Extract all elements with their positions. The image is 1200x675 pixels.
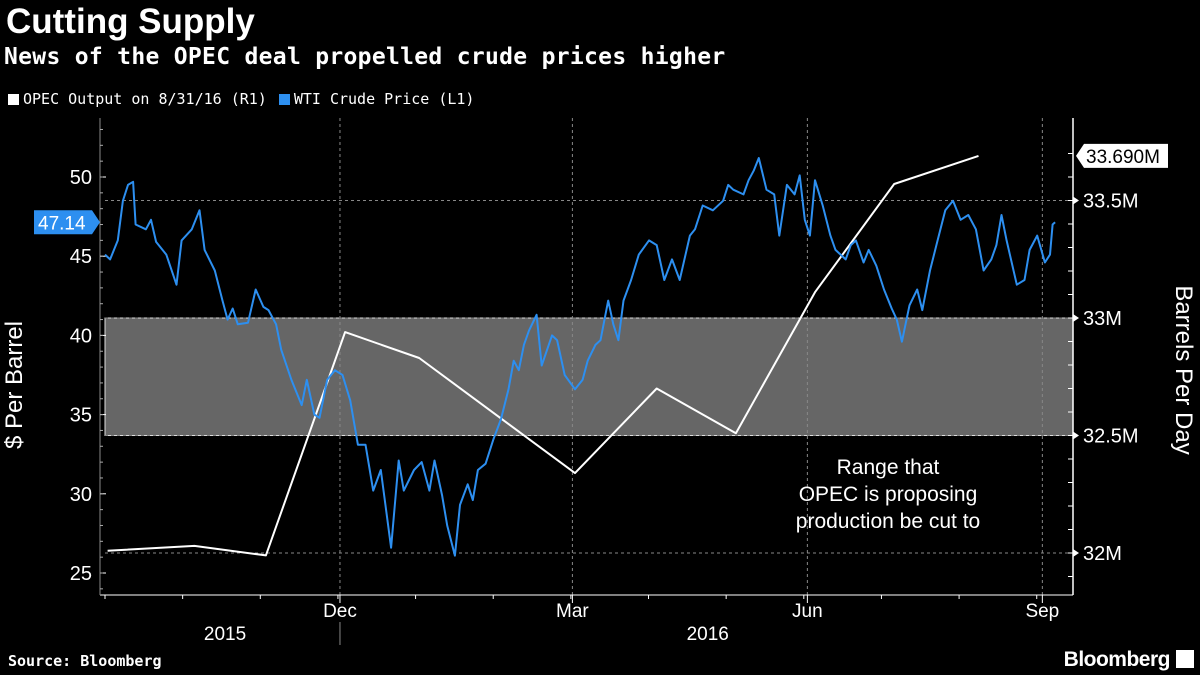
wti-last-value-tag	[34, 210, 100, 235]
legend-label-opec: OPEC Output on 8/31/16 (R1)	[23, 90, 267, 108]
left-tick-label: 50	[70, 167, 92, 189]
band-annotation-line: OPEC is proposing	[799, 483, 978, 506]
right-tick-label: 32M	[1083, 543, 1122, 565]
x-year-label: 2016	[687, 624, 729, 645]
left-tick-label: 45	[70, 246, 92, 268]
chart-title: Cutting Supply	[6, 2, 255, 41]
x-tick-label: Jun	[792, 601, 823, 622]
left-tick-label: 40	[70, 325, 92, 347]
right-tick-marker	[1073, 314, 1079, 322]
left-tick-label: 30	[70, 484, 92, 506]
shaded-range-band	[104, 317, 1074, 436]
brand-logo: Bloomberg	[1063, 648, 1171, 671]
band-annotation-line: Range that	[837, 456, 940, 479]
right-tick-label: 33M	[1083, 308, 1122, 330]
wti-last-value-label: 47.14	[38, 213, 86, 234]
x-tick-label: Sep	[1025, 601, 1059, 622]
bloomberg-chart-icon	[1176, 650, 1194, 668]
band-annotation-line: production be cut to	[796, 510, 980, 533]
right-axis-title: Barrels Per Day	[1170, 285, 1197, 454]
legend-item-wti: WTI Crude Price (L1)	[278, 90, 475, 108]
legend-swatch-wti	[278, 94, 290, 105]
opec-last-value-tag	[1076, 143, 1168, 168]
x-year-label: 2015	[204, 624, 246, 645]
legend-item-opec: OPEC Output on 8/31/16 (R1)	[8, 90, 267, 108]
right-tick-label: 33.5M	[1083, 191, 1139, 213]
right-tick-label: 32.5M	[1083, 426, 1139, 448]
right-tick-marker	[1073, 196, 1079, 205]
left-tick-label: 25	[70, 563, 92, 585]
chart-subtitle: News of the OPEC deal propelled crude pr…	[4, 44, 726, 70]
left-tick-label: 35	[70, 405, 92, 427]
right-tick-marker	[1073, 549, 1079, 557]
legend-label-wti: WTI Crude Price (L1)	[293, 90, 475, 108]
wti-price-line	[104, 157, 1056, 557]
source-note: Source: Bloomberg	[8, 652, 162, 670]
x-tick-label: Dec	[323, 601, 357, 622]
legend-swatch-opec	[8, 94, 19, 105]
x-tick-label: Mar	[556, 601, 589, 622]
left-axis-title: $ Per Barrel	[1, 321, 28, 449]
opec-last-value-label: 33.690M	[1086, 147, 1160, 168]
right-tick-marker	[1073, 431, 1079, 440]
legend: OPEC Output on 8/31/16 (R1) WTI Crude Pr…	[8, 90, 474, 108]
